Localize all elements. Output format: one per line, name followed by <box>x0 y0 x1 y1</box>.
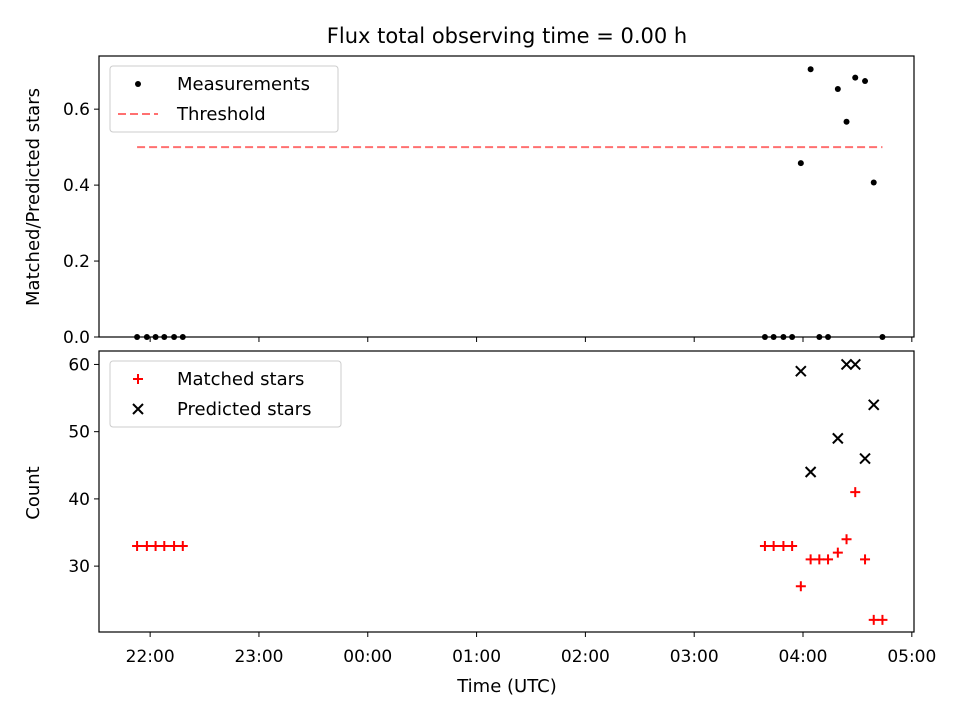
x-tick-label: 00:00 <box>343 647 392 667</box>
legend-label: Measurements <box>177 74 310 95</box>
legend-predicted-swatch <box>132 403 144 415</box>
measurement-point <box>789 334 796 340</box>
measurement-point <box>843 118 850 125</box>
measurement-point <box>152 334 159 340</box>
bottom-y-axis-label: Count <box>23 466 44 519</box>
measurement-point <box>816 334 823 340</box>
top-y-axis-label: Matched/Predicted stars <box>23 88 44 306</box>
measurement-point <box>825 334 832 340</box>
matched-star-point <box>860 554 871 565</box>
matched-star-point <box>159 540 170 551</box>
matched-star-point <box>805 554 816 565</box>
matched-star-point <box>868 614 879 625</box>
legend-matched-swatch <box>133 374 143 384</box>
measurement-point <box>780 334 787 340</box>
measurement-point <box>161 334 168 340</box>
x-axis-label: Time (UTC) <box>456 676 557 697</box>
legend-label: Threshold <box>176 104 266 125</box>
matched-star-point <box>169 540 180 551</box>
predicted-star-point <box>868 399 880 411</box>
measurement-point <box>852 74 859 81</box>
measurement-point <box>770 334 777 340</box>
predicted-star-point <box>804 466 817 478</box>
x-tick-label: 22:00 <box>126 647 175 667</box>
matched-star-point <box>141 540 152 551</box>
matched-star-point <box>768 540 779 551</box>
matched-star-point <box>795 581 806 592</box>
ratio-y-tick-label: 0.4 <box>63 176 90 196</box>
count-y-tick-label: 40 <box>68 490 90 510</box>
plot-layer: 0.0 0.2 0.4 0.6 Measurements Threshold 22:00 23… <box>63 55 936 667</box>
matched-star-point <box>132 540 143 551</box>
count-y-tick-label: 30 <box>68 557 90 577</box>
matched-star-point <box>814 554 825 565</box>
measurement-point <box>143 334 150 340</box>
count-y-tick-label: 50 <box>68 423 90 443</box>
matched-star-point <box>759 540 770 551</box>
ratio-axes-frame <box>98 55 915 338</box>
measurement-point <box>862 78 869 85</box>
measurement-point <box>797 160 804 167</box>
x-tick-label: 05:00 <box>887 647 936 667</box>
predicted-star-point <box>840 358 853 371</box>
x-tick-label: 03:00 <box>670 647 719 667</box>
matched-star-point <box>778 540 789 551</box>
measurement-point <box>171 334 178 340</box>
measurement-point <box>834 86 841 93</box>
chart-title: Flux total observing time = 0.00 h <box>327 24 687 48</box>
matched-star-point <box>850 487 861 498</box>
x-tick-label: 04:00 <box>779 647 828 667</box>
ratio-y-tick-label: 0.2 <box>63 252 90 272</box>
ratio-y-tick-label: 0.6 <box>63 100 90 120</box>
count-legend-box <box>109 360 342 428</box>
count-y-tick-label: 60 <box>68 355 90 375</box>
measurement-point <box>807 66 814 73</box>
measurement-point <box>870 179 877 186</box>
legend-label: Matched stars <box>177 369 304 390</box>
count-axes-frame <box>98 350 915 633</box>
predicted-star-point <box>795 365 807 377</box>
matched-star-point <box>832 547 843 558</box>
measurement-point <box>879 334 886 340</box>
matched-star-point <box>823 554 834 565</box>
x-tick-label: 23:00 <box>234 647 283 667</box>
matched-star-point <box>877 614 888 625</box>
matched-star-point <box>841 534 852 545</box>
measurement-point <box>761 334 768 340</box>
x-tick-label: 01:00 <box>452 647 501 667</box>
ratio-legend-box <box>109 65 339 133</box>
legend-measurement-swatch <box>135 81 141 87</box>
legend-label: Predicted stars <box>177 399 311 420</box>
x-tick-label: 02:00 <box>561 647 610 667</box>
predicted-star-point <box>849 358 861 371</box>
measurement-point <box>134 334 141 340</box>
predicted-star-point <box>832 432 844 445</box>
matched-star-point <box>150 540 161 551</box>
predicted-star-point <box>859 452 871 465</box>
measurement-point <box>179 334 186 340</box>
ratio-y-tick-label: 0.0 <box>63 328 90 348</box>
matched-star-point <box>787 540 798 551</box>
matched-star-point <box>177 540 188 551</box>
